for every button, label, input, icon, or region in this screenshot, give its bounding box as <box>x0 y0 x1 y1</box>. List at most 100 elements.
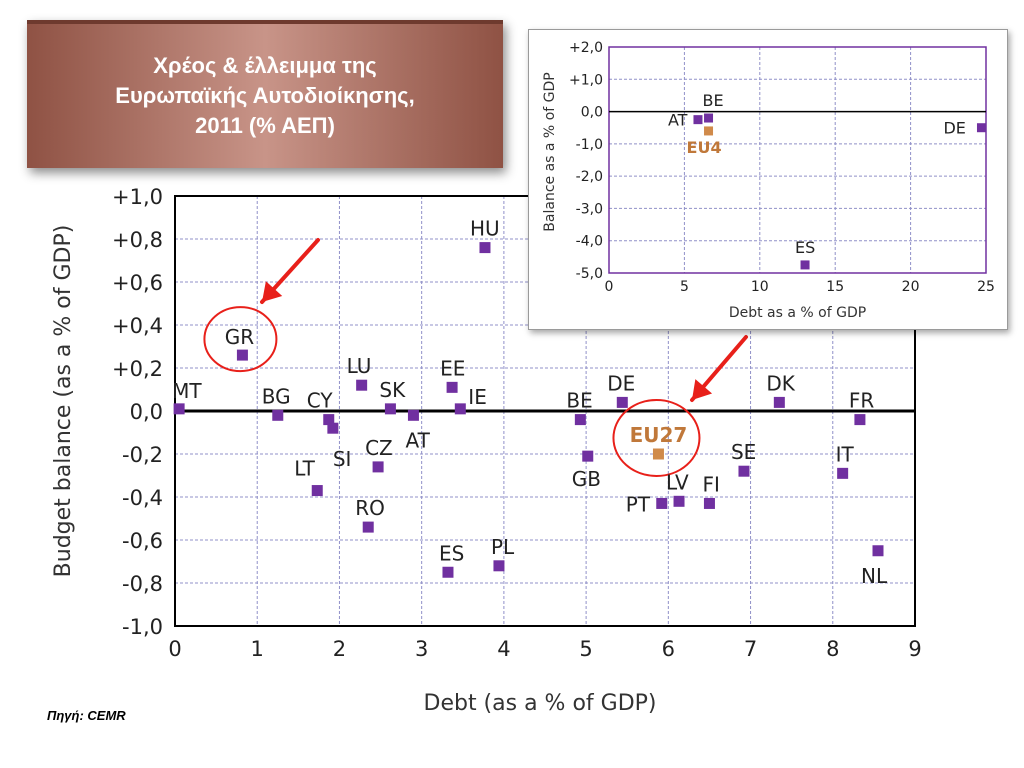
data-point <box>384 403 396 415</box>
x-tick-label: 1 <box>251 637 264 661</box>
point-label: LV <box>666 470 689 494</box>
point-label: NL <box>861 564 888 588</box>
x-tick-label: 9 <box>908 637 921 661</box>
page-title: Χρέος & έλλειμμα της Ευρωπαϊκής Αυτοδιοί… <box>115 53 415 138</box>
inset-data-point <box>704 113 714 123</box>
data-point <box>272 409 284 421</box>
inset-x-axis-label: Debt as a % of GDP <box>729 305 866 321</box>
point-label: PT <box>626 492 651 516</box>
inset-scatter-chart: 0 5 10 15 20 25 +2,0 +1,0 0,0 -1,0 -2,0 -3,0 -4,0 -5,… <box>542 40 995 321</box>
inset-y-tick-label: +2,0 <box>569 40 603 56</box>
inset-data-point <box>704 126 714 136</box>
data-point <box>652 448 664 460</box>
inset-point-label: EU4 <box>687 138 722 157</box>
y-tick-label: +0,8 <box>112 228 163 252</box>
y-tick-label: +0,4 <box>112 314 163 338</box>
inset-x-tick-label: 10 <box>751 279 769 295</box>
point-label: EE <box>440 356 465 380</box>
x-tick-label: 7 <box>744 637 757 661</box>
inset-y-tick-label: -4,0 <box>576 234 603 250</box>
data-point <box>854 414 866 426</box>
x-tick-label: 0 <box>168 637 181 661</box>
inset-y-tick-label: -5,0 <box>576 266 603 282</box>
inset-point-label: ES <box>795 238 815 257</box>
data-point <box>493 560 505 572</box>
data-point <box>479 242 491 254</box>
inset-point-label: DE <box>943 119 965 138</box>
point-label: MT <box>172 379 202 403</box>
data-point <box>311 485 323 497</box>
point-label: SE <box>731 440 756 464</box>
x-tick-label: 4 <box>497 637 510 661</box>
y-tick-label: -0,2 <box>122 443 163 467</box>
data-point <box>362 521 374 533</box>
point-label: DE <box>607 371 635 395</box>
inset-y-tick-label: -2,0 <box>576 169 603 185</box>
point-label: CY <box>307 389 334 413</box>
data-point <box>656 497 668 509</box>
data-point <box>582 450 594 462</box>
point-label: ES <box>439 541 464 565</box>
y-tick-label: +0,6 <box>112 271 163 295</box>
data-point <box>454 403 466 415</box>
inset-data-point <box>800 260 810 270</box>
y-tick-label: 0,0 <box>130 400 163 424</box>
inset-x-tick-label: 20 <box>902 279 920 295</box>
point-label: CZ <box>365 436 393 460</box>
inset-x-tick-label: 15 <box>826 279 844 295</box>
point-label: LU <box>347 354 372 378</box>
data-point <box>872 545 884 557</box>
data-point <box>442 566 454 578</box>
inset-data-point <box>976 123 986 133</box>
x-tick-label: 5 <box>579 637 592 661</box>
point-label: FI <box>702 472 719 496</box>
data-point <box>356 379 368 391</box>
point-label: SI <box>333 447 352 471</box>
point-label: AT <box>405 428 430 452</box>
point-label: GB <box>572 467 601 491</box>
inset-data-point <box>693 115 703 125</box>
point-label: SK <box>379 378 406 402</box>
inset-x-tick-label: 0 <box>605 279 614 295</box>
inset-chart-panel: 0 5 10 15 20 25 +2,0 +1,0 0,0 -1,0 -2,0 -3,0 -4,0 -5,… <box>528 29 1008 330</box>
arrow-head <box>692 379 713 400</box>
inset-plot-frame <box>608 46 987 274</box>
x-tick-label: 2 <box>333 637 346 661</box>
data-point <box>616 396 628 408</box>
x-tick-label: 6 <box>662 637 675 661</box>
inset-y-tick-label: -1,0 <box>576 137 603 153</box>
data-point <box>837 467 849 479</box>
point-label: DK <box>766 371 795 395</box>
inset-y-tick-label: 0,0 <box>581 105 603 121</box>
point-label: BG <box>262 384 291 408</box>
data-point <box>673 495 685 507</box>
data-point <box>327 422 339 434</box>
y-axis-label: Budget balance (as a % of GDP) <box>51 225 76 578</box>
y-tick-label: -0,8 <box>122 572 163 596</box>
data-point <box>407 409 419 421</box>
point-label: LT <box>294 457 315 481</box>
y-tick-label: +0,2 <box>112 357 163 381</box>
data-point <box>323 414 335 426</box>
point-label: BE <box>566 389 592 413</box>
inset-x-tick-label: 5 <box>680 279 689 295</box>
source-note: Πηγή: CEMR <box>47 708 126 723</box>
inset-point-label: AT <box>668 111 688 130</box>
point-label: FR <box>849 389 875 413</box>
arrow-head <box>262 281 283 302</box>
data-point <box>173 403 185 415</box>
inset-y-tick-label: +1,0 <box>569 72 603 88</box>
y-tick-label: +1,0 <box>112 185 163 209</box>
point-label: EU27 <box>630 423 688 447</box>
data-point <box>574 414 586 426</box>
inset-point-label: BE <box>703 91 724 110</box>
inset-y-tick-label: -3,0 <box>576 201 603 217</box>
data-point <box>446 381 458 393</box>
data-point <box>738 465 750 477</box>
y-tick-label: -0,4 <box>122 486 163 510</box>
point-label: HU <box>470 217 500 241</box>
y-tick-label: -0,6 <box>122 529 163 553</box>
point-label: IT <box>836 442 855 466</box>
inset-y-axis-label: Balance as a % of GDP <box>542 72 558 231</box>
